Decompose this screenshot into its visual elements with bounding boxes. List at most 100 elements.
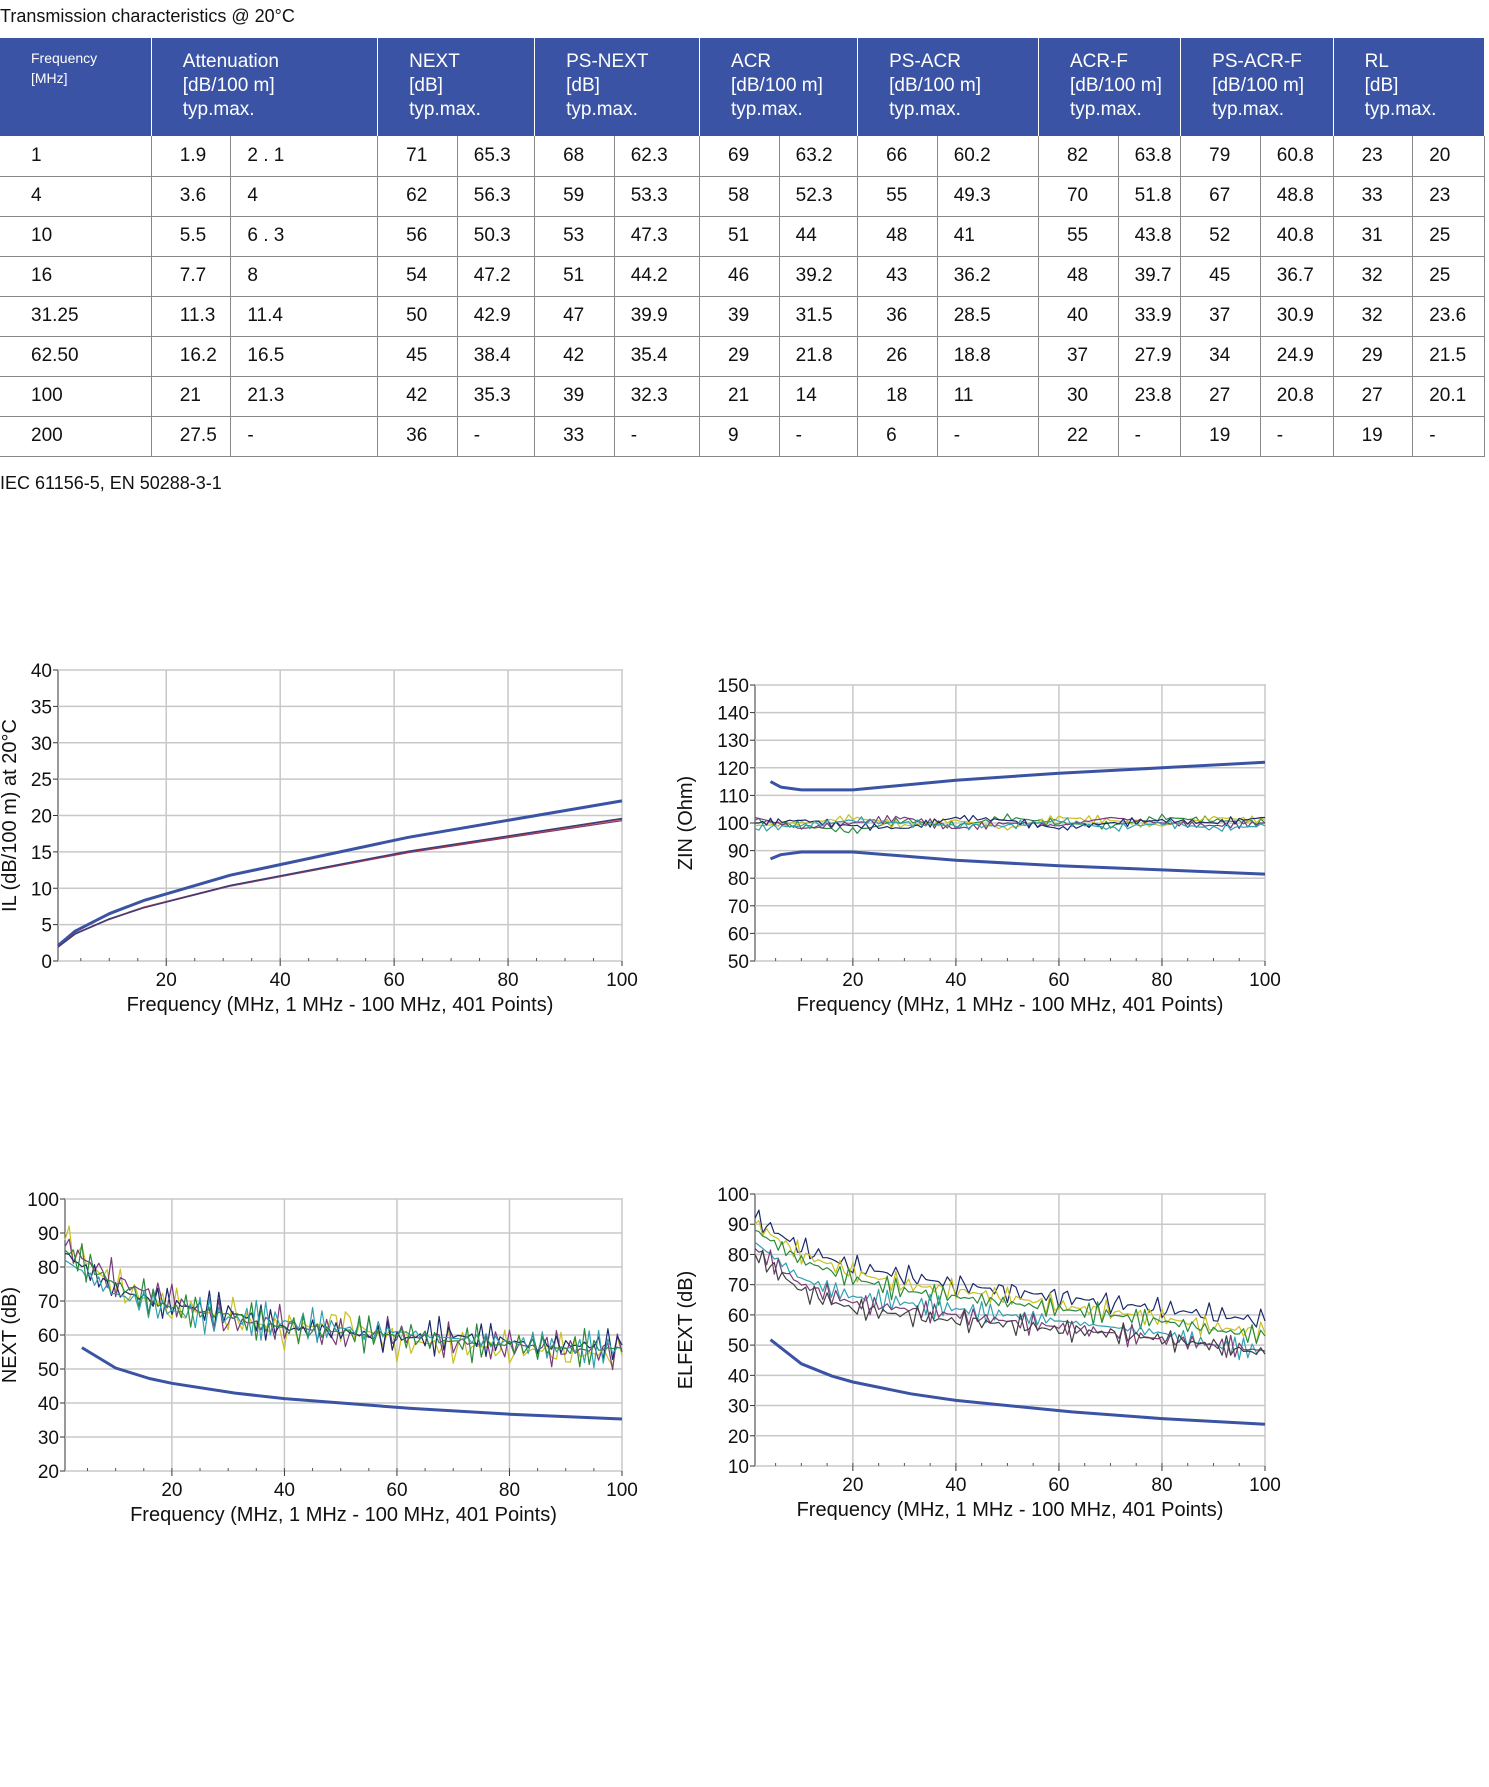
cell-typ: 27.5 <box>151 416 232 457</box>
cell-max: 39.7 <box>1118 256 1182 297</box>
cell-max: 43.8 <box>1118 216 1182 257</box>
cell-max: 63.8 <box>1118 136 1182 177</box>
cell-max: - <box>614 416 701 457</box>
x-tick-label: 60 <box>1048 970 1069 991</box>
cell-frequency: 31.25 <box>0 296 152 337</box>
insertion-loss-chart: 0 5 10 15 20 25 30 35 40 20 40 60 80 100 Frequency (MH… <box>0 661 638 1016</box>
header-sub: typ.max. <box>889 99 961 120</box>
y-tick-label: 140 <box>717 704 749 725</box>
cell-typ: 21 <box>699 376 780 417</box>
y-tick-label: 110 <box>719 786 749 807</box>
cell-max: 53.3 <box>614 176 701 217</box>
x-tick-label: 100 <box>1249 1475 1281 1496</box>
page-title: Transmission characteristics @ 20°C <box>0 6 295 26</box>
header-sub: typ.max. <box>1364 99 1437 120</box>
cell-typ: 42 <box>377 376 458 417</box>
cell-max: 23.8 <box>1118 376 1182 417</box>
y-tick-label: 50 <box>728 952 749 973</box>
cell-max: - <box>457 416 536 457</box>
y-tick-label: 100 <box>717 1185 749 1206</box>
cell-typ: 22 <box>1038 416 1119 457</box>
x-tick-label: 20 <box>842 970 863 991</box>
header-name: PS-ACR <box>889 51 961 72</box>
cell-typ: 71 <box>377 136 458 177</box>
y-tick-label: 100 <box>717 814 749 835</box>
cell-typ: 58 <box>699 176 780 217</box>
y-tick-label: 40 <box>38 1394 59 1415</box>
y-tick-label: 50 <box>728 1336 749 1357</box>
cell-max: 33.9 <box>1118 296 1182 337</box>
measured-line <box>754 1241 1266 1361</box>
cell-typ: 68 <box>534 136 615 177</box>
header-ps-acr-f: PS-ACR-F [dB/100 m] typ.max. <box>1180 38 1334 136</box>
cell-max: 50.3 <box>457 216 536 257</box>
cell-typ: 6 <box>857 416 938 457</box>
table-row: 10 5.5 6 . 3 56 50.3 53 47.3 51 44 48 41 55 43.8 52 40… <box>0 216 1485 257</box>
cell-max: 23 <box>1412 176 1485 217</box>
y-tick-label: 120 <box>717 759 749 780</box>
cell-frequency: 10 <box>0 216 152 257</box>
table-row: 100 21 21.3 42 35.3 39 32.3 21 14 18 11 30 23.8 27 20.… <box>0 376 1485 417</box>
cell-typ: 16.2 <box>151 336 232 377</box>
cell-typ: 54 <box>377 256 458 297</box>
cell-typ: 31 <box>1333 216 1414 257</box>
header-sub: typ.max. <box>409 99 481 120</box>
table-header-row: Frequency [MHz] Attenuation [dB/100 m] typ… <box>0 38 1486 136</box>
header-name: ACR <box>731 51 772 72</box>
x-tick-label: 20 <box>161 1480 182 1501</box>
cell-max: - <box>937 416 1039 457</box>
table-row: 16 7.7 8 54 47.2 51 44.2 46 39.2 43 36.2 48 39.7 45 36… <box>0 256 1485 297</box>
header-name: Attenuation <box>182 51 279 72</box>
standards-note: IEC 61156-5, EN 50288-3-1 <box>0 473 222 493</box>
cell-max: 31.5 <box>779 296 859 337</box>
header-sub: typ.max. <box>566 99 638 120</box>
cell-typ: 27 <box>1333 376 1414 417</box>
cell-typ: 26 <box>857 336 938 377</box>
cell-typ: 11.3 <box>151 296 232 337</box>
cell-typ: 19 <box>1333 416 1414 457</box>
cell-max: 36.7 <box>1260 256 1334 297</box>
y-tick-label: 90 <box>38 1224 59 1245</box>
header-sub: typ.max. <box>731 99 803 120</box>
x-axis-label: Frequency (MHz, 1 MHz - 100 MHz, 401 Poi… <box>797 994 1224 1016</box>
cell-typ: 37 <box>1180 296 1261 337</box>
y-tick-label: 70 <box>38 1292 59 1313</box>
cell-typ: 32 <box>1333 296 1414 337</box>
cell-max: 11.4 <box>230 296 379 337</box>
cell-typ: 37 <box>1038 336 1119 377</box>
cell-typ: 29 <box>699 336 780 377</box>
cell-typ: 7.7 <box>151 256 232 297</box>
cell-frequency: 16 <box>0 256 152 297</box>
header-name: PS-ACR-F <box>1212 51 1302 72</box>
cell-typ: 48 <box>1038 256 1119 297</box>
cell-typ: 36 <box>857 296 938 337</box>
cell-typ: 46 <box>699 256 780 297</box>
y-tick-label: 100 <box>27 1190 59 1211</box>
y-tick-label: 90 <box>728 842 749 863</box>
x-tick-label: 60 <box>386 1480 407 1501</box>
x-tick-label: 100 <box>606 970 638 991</box>
measured-line <box>754 814 1266 831</box>
y-tick-label: 0 <box>41 952 52 973</box>
cell-max: 51.8 <box>1118 176 1182 217</box>
y-tick-label: 60 <box>38 1326 59 1347</box>
header-unit: [dB/100 m] <box>731 75 823 96</box>
header-acr: ACR [dB/100 m] typ.max. <box>699 38 859 136</box>
x-tick-label: 40 <box>945 1475 966 1496</box>
cell-frequency: 100 <box>0 376 152 417</box>
cell-typ: 55 <box>857 176 938 217</box>
header-frequency: Frequency [MHz] <box>0 38 152 136</box>
y-tick-label: 60 <box>728 924 749 945</box>
cell-typ: 19 <box>1180 416 1261 457</box>
cell-typ: 67 <box>1180 176 1261 217</box>
cell-max: 44 <box>779 216 859 257</box>
header-unit: [dB] <box>566 75 600 96</box>
cell-typ: 59 <box>534 176 615 217</box>
cell-typ: 18 <box>857 376 938 417</box>
cell-max: - <box>1118 416 1182 457</box>
cell-typ: 62 <box>377 176 458 217</box>
cell-typ: 70 <box>1038 176 1119 217</box>
y-tick-label: 15 <box>31 843 52 864</box>
cell-max: - <box>779 416 859 457</box>
transmission-table: Frequency [MHz] Attenuation [dB/100 m] typ… <box>0 38 1486 457</box>
